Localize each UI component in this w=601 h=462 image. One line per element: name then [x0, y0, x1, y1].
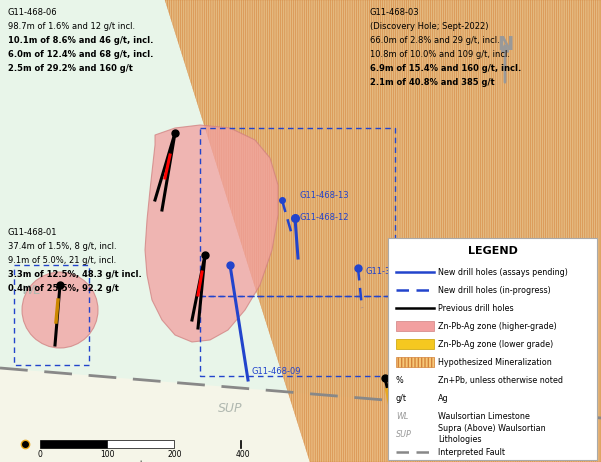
- Text: %: %: [396, 376, 404, 384]
- Text: metres: metres: [128, 460, 154, 462]
- Text: Previous drill holes: Previous drill holes: [438, 304, 514, 313]
- Text: 2.5m of 29.2% and 160 g/t: 2.5m of 29.2% and 160 g/t: [8, 64, 133, 73]
- Text: New drill holes (assays pending): New drill holes (assays pending): [438, 267, 568, 277]
- Text: g/t: g/t: [396, 394, 407, 402]
- Text: 200: 200: [168, 450, 182, 459]
- Text: SUP: SUP: [396, 430, 412, 438]
- Text: G11-468-13: G11-468-13: [300, 190, 350, 200]
- Text: 10.8m of 10.0% and 109 g/t, incl.: 10.8m of 10.0% and 109 g/t, incl.: [370, 50, 510, 59]
- Bar: [396, 321, 434, 331]
- Polygon shape: [165, 0, 601, 462]
- Text: 6.0m of 12.4% and 68 g/t, incl.: 6.0m of 12.4% and 68 g/t, incl.: [8, 50, 153, 59]
- Text: G11-468-06: G11-468-06: [8, 8, 58, 17]
- Text: 66.0m of 2.8% and 29 g/t, incl.: 66.0m of 2.8% and 29 g/t, incl.: [370, 36, 500, 45]
- Text: 98.7m of 1.6% and 12 g/t incl.: 98.7m of 1.6% and 12 g/t incl.: [8, 22, 135, 31]
- Text: G11-468-01: G11-468-01: [8, 228, 58, 237]
- Text: 2.1m of 40.8% and 385 g/t: 2.1m of 40.8% and 385 g/t: [370, 78, 495, 87]
- Text: Waulsortian Limestone: Waulsortian Limestone: [438, 412, 530, 420]
- Bar: [14, 265, 89, 365]
- Text: 100: 100: [100, 450, 114, 459]
- Text: SUP: SUP: [218, 401, 242, 414]
- Polygon shape: [145, 125, 278, 342]
- Circle shape: [22, 272, 98, 348]
- FancyBboxPatch shape: [388, 238, 597, 460]
- Text: Zn+Pb, unless otherwise noted: Zn+Pb, unless otherwise noted: [438, 376, 563, 384]
- Polygon shape: [0, 368, 601, 462]
- Text: Interpreted Fault: Interpreted Fault: [438, 448, 505, 456]
- Bar: [200, 296, 420, 376]
- Bar: [40, 440, 107, 448]
- Text: 400: 400: [235, 450, 250, 459]
- Text: Zn-Pb-Ag zone (lower grade): Zn-Pb-Ag zone (lower grade): [438, 340, 554, 349]
- Text: G11-468-03: G11-468-03: [370, 8, 419, 17]
- Text: 0.4m of 25.5%, 92.2 g/t: 0.4m of 25.5%, 92.2 g/t: [8, 284, 119, 293]
- Bar: [107, 440, 174, 448]
- Text: LEGEND: LEGEND: [468, 246, 517, 256]
- Text: Ag: Ag: [438, 394, 448, 402]
- Bar: [396, 357, 434, 367]
- Text: Hypothesized Mineralization: Hypothesized Mineralization: [438, 358, 552, 367]
- Text: 0: 0: [37, 450, 43, 459]
- Text: G11-3552-02: G11-3552-02: [365, 267, 419, 276]
- Text: 6.9m of 15.4% and 160 g/t, incl.: 6.9m of 15.4% and 160 g/t, incl.: [370, 64, 521, 73]
- Text: 9.1m of 5.0%, 21 g/t, incl.: 9.1m of 5.0%, 21 g/t, incl.: [8, 256, 116, 265]
- Text: N: N: [497, 35, 513, 54]
- Text: Zn-Pb-Ag zone (higher-grade): Zn-Pb-Ag zone (higher-grade): [438, 322, 557, 331]
- Text: WL: WL: [396, 412, 408, 420]
- Text: Supra (Above) Waulsortian
Lithologies: Supra (Above) Waulsortian Lithologies: [438, 425, 546, 444]
- Text: G11-468-09: G11-468-09: [252, 367, 302, 377]
- Text: G11-468-12: G11-468-12: [300, 213, 350, 223]
- Text: 3.3m of 12.5%, 48.3 g/t incl.: 3.3m of 12.5%, 48.3 g/t incl.: [8, 270, 142, 279]
- Bar: [240, 440, 241, 448]
- Bar: [200, 128, 395, 296]
- Text: 37.4m of 1.5%, 8 g/t, incl.: 37.4m of 1.5%, 8 g/t, incl.: [8, 242, 117, 251]
- Text: New drill holes (in-progress): New drill holes (in-progress): [438, 286, 551, 295]
- Text: 10.1m of 8.6% and 46 g/t, incl.: 10.1m of 8.6% and 46 g/t, incl.: [8, 36, 153, 45]
- Text: (Discovery Hole; Sept-2022): (Discovery Hole; Sept-2022): [370, 22, 489, 31]
- Text: WL: WL: [22, 284, 41, 297]
- Bar: [396, 339, 434, 349]
